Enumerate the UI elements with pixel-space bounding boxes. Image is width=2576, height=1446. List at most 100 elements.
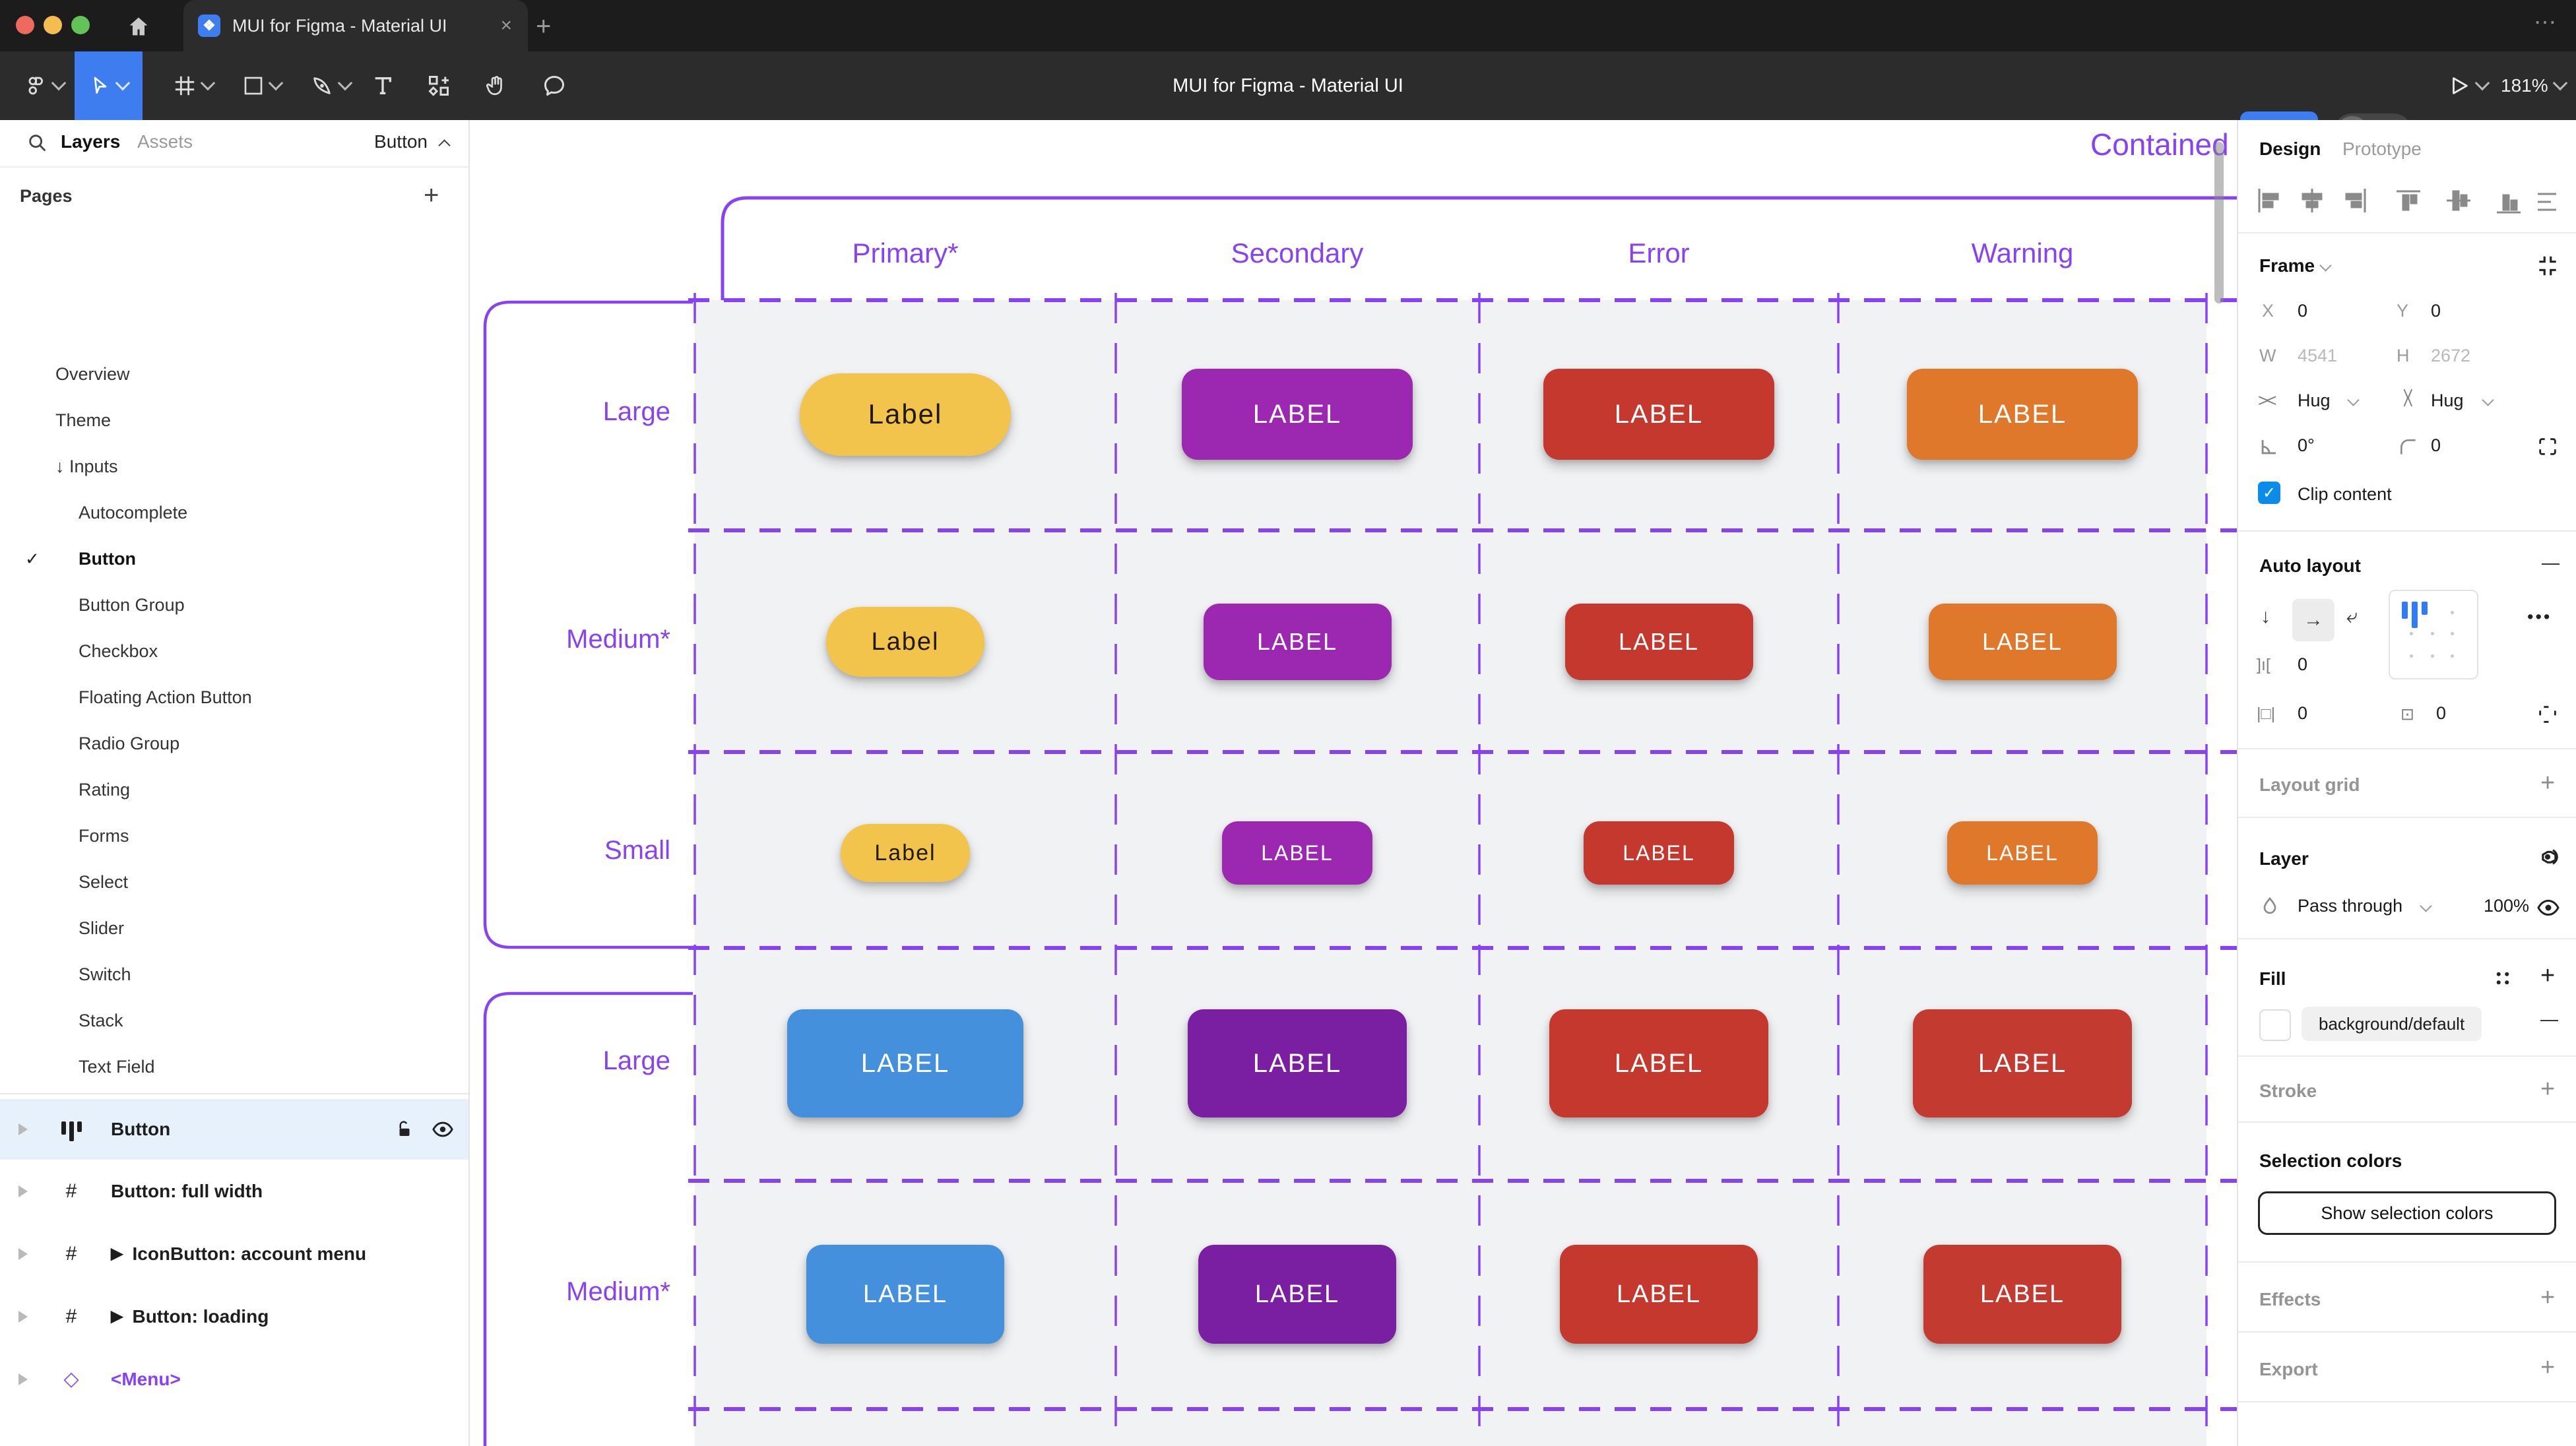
show-selection-colors-button[interactable]: Show selection colors bbox=[2258, 1191, 2556, 1235]
chevron-down-icon[interactable] bbox=[2319, 259, 2332, 272]
gap-value[interactable]: 0 bbox=[2298, 654, 2308, 674]
blend-mode-value[interactable]: Pass through bbox=[2298, 896, 2403, 916]
search-icon[interactable] bbox=[26, 132, 49, 154]
clip-content-checkbox[interactable]: ✓ bbox=[2258, 482, 2280, 504]
zoom-menu[interactable]: 181% bbox=[2501, 51, 2567, 120]
tab-assets[interactable]: Assets bbox=[137, 131, 193, 152]
new-tab-button[interactable]: + bbox=[536, 12, 552, 41]
page-item-autocomplete[interactable]: Autocomplete bbox=[0, 489, 468, 536]
mui-button-medium-error[interactable]: LABEL bbox=[1564, 604, 1753, 680]
resources-tool-button[interactable] bbox=[412, 51, 465, 120]
present-button[interactable] bbox=[2435, 51, 2501, 120]
add-page-button[interactable]: + bbox=[424, 181, 439, 210]
mui-button-large-warning[interactable]: LABEL bbox=[1907, 369, 2138, 460]
expand-chevron-icon[interactable] bbox=[18, 1123, 28, 1135]
shape-tool-button[interactable] bbox=[232, 51, 292, 120]
styles-icon[interactable] bbox=[2493, 968, 2513, 988]
home-icon[interactable] bbox=[127, 15, 150, 42]
maximize-window-icon[interactable] bbox=[71, 16, 90, 34]
page-item-inputs[interactable]: ↓ Inputs bbox=[0, 443, 468, 489]
mui-button-medium-error[interactable]: LABEL bbox=[1560, 1245, 1758, 1344]
close-tab-icon[interactable]: × bbox=[500, 15, 512, 36]
alignment-widget[interactable] bbox=[2389, 590, 2478, 679]
layer-item-button[interactable]: Button bbox=[0, 1099, 468, 1160]
page-item-button-group[interactable]: Button Group bbox=[0, 582, 468, 628]
canvas-scrollbar[interactable] bbox=[2214, 142, 2224, 303]
canvas[interactable]: Contained Primary* Secondary Error Warning … bbox=[470, 120, 2237, 1446]
page-item-select[interactable]: Select bbox=[0, 859, 468, 905]
alignment-toolbar[interactable] bbox=[2255, 186, 2560, 215]
add-fill-button[interactable]: + bbox=[2540, 962, 2556, 990]
page-item-overview[interactable]: Overview bbox=[0, 351, 468, 397]
collapse-icon[interactable] bbox=[2535, 253, 2560, 278]
window-more-icon[interactable]: ⋯ bbox=[2534, 10, 2559, 35]
page-item-checkbox[interactable]: Checkbox bbox=[0, 628, 468, 674]
tab-prototype[interactable]: Prototype bbox=[2342, 139, 2422, 159]
mui-button-large-secondary[interactable]: LABEL bbox=[1188, 1009, 1407, 1117]
independent-padding-icon[interactable] bbox=[2536, 703, 2559, 726]
mui-button-small-secondary[interactable]: LABEL bbox=[1222, 821, 1372, 885]
tab-design[interactable]: Design bbox=[2259, 139, 2321, 159]
mui-button-medium-secondary[interactable]: LABEL bbox=[1198, 1245, 1396, 1344]
unlock-icon[interactable] bbox=[395, 1119, 414, 1139]
direction-down-icon[interactable]: ↓ bbox=[2261, 606, 2270, 627]
add-stroke-button[interactable]: + bbox=[2540, 1075, 2556, 1103]
frame-title[interactable]: Contained bbox=[2090, 127, 2229, 162]
mui-button-small-primary[interactable]: Label bbox=[841, 824, 970, 882]
mui-button-large-error[interactable]: LABEL bbox=[1543, 369, 1774, 460]
wrap-icon[interactable]: ⤶ bbox=[2346, 606, 2358, 627]
page-item-theme[interactable]: Theme bbox=[0, 397, 468, 443]
layer-item-iconbutton-account-menu[interactable]: # ▶ IconButton: account menu bbox=[0, 1222, 468, 1285]
mui-button-small-warning[interactable]: LABEL bbox=[1947, 821, 2098, 885]
hand-tool-button[interactable] bbox=[470, 51, 523, 120]
move-tool-button[interactable] bbox=[75, 51, 143, 120]
page-item-text-field[interactable]: Text Field bbox=[0, 1044, 468, 1090]
layer-item-button-loading[interactable]: # ▶ Button: loading bbox=[0, 1285, 468, 1348]
direction-right-selected[interactable]: → bbox=[2292, 599, 2334, 641]
file-tab[interactable]: ❖ MUI for Figma - Material UI × bbox=[183, 0, 528, 51]
expand-chevron-icon[interactable] bbox=[18, 1247, 28, 1260]
padding-horizontal-value[interactable]: 0 bbox=[2298, 703, 2308, 723]
page-item-slider[interactable]: Slider bbox=[0, 905, 468, 951]
text-tool-button[interactable] bbox=[360, 51, 406, 120]
independent-corners-icon[interactable] bbox=[2536, 435, 2559, 458]
add-export-button[interactable]: + bbox=[2540, 1354, 2556, 1381]
fill-color-swatch[interactable] bbox=[2259, 1009, 2291, 1041]
opacity-value[interactable]: 100% bbox=[2484, 896, 2530, 916]
expand-chevron-icon[interactable] bbox=[18, 1373, 28, 1385]
pen-tool-button[interactable] bbox=[301, 51, 360, 120]
mui-button-medium-warning[interactable]: LABEL bbox=[1928, 604, 2117, 680]
mui-button-medium-secondary[interactable]: LABEL bbox=[1203, 604, 1392, 680]
page-item-floating-action-button[interactable]: Floating Action Button bbox=[0, 674, 468, 720]
mui-button-large-primary[interactable]: LABEL bbox=[787, 1009, 1023, 1117]
page-item-button[interactable]: ✓ Button bbox=[0, 536, 468, 582]
close-window-icon[interactable] bbox=[16, 16, 34, 34]
fill-style-chip[interactable]: background/default bbox=[2302, 1007, 2482, 1041]
frame-tool-button[interactable] bbox=[164, 51, 223, 120]
auto-layout-more-button[interactable]: ••• bbox=[2527, 607, 2552, 627]
page-item-switch[interactable]: Switch bbox=[0, 951, 468, 997]
w-value[interactable]: 4541 bbox=[2298, 346, 2338, 365]
hug-vertical-value[interactable]: Hug bbox=[2431, 391, 2464, 410]
mui-button-medium-primary[interactable]: LABEL bbox=[806, 1245, 1004, 1344]
main-menu-button[interactable] bbox=[15, 51, 74, 120]
page-item-stack[interactable]: Stack bbox=[0, 997, 468, 1044]
visibility-eye-icon[interactable] bbox=[2536, 896, 2560, 920]
remove-auto-layout-button[interactable]: — bbox=[2542, 553, 2560, 573]
hug-horizontal-value[interactable]: Hug bbox=[2298, 391, 2331, 410]
blend-settings-icon[interactable] bbox=[2535, 844, 2560, 869]
mui-button-small-error[interactable]: LABEL bbox=[1584, 821, 1734, 885]
tab-layers[interactable]: Layers bbox=[61, 131, 121, 152]
layer-item--menu-[interactable]: ◇ <Menu> bbox=[0, 1348, 468, 1410]
expand-chevron-icon[interactable] bbox=[18, 1310, 28, 1323]
page-selector[interactable]: Button bbox=[374, 131, 428, 152]
mui-button-medium-warning[interactable]: LABEL bbox=[1923, 1245, 2121, 1344]
mui-button-large-secondary[interactable]: LABEL bbox=[1182, 369, 1413, 460]
layer-item-button-full-width[interactable]: # Button: full width bbox=[0, 1160, 468, 1222]
mui-button-large-warning[interactable]: LABEL bbox=[1913, 1009, 2132, 1117]
add-layout-grid-button[interactable]: + bbox=[2540, 769, 2556, 797]
rotation-value[interactable]: 0° bbox=[2298, 435, 2315, 455]
mui-button-large-primary[interactable]: Label bbox=[800, 373, 1011, 456]
h-value[interactable]: 2672 bbox=[2431, 346, 2471, 365]
mui-button-large-error[interactable]: LABEL bbox=[1549, 1009, 1768, 1117]
